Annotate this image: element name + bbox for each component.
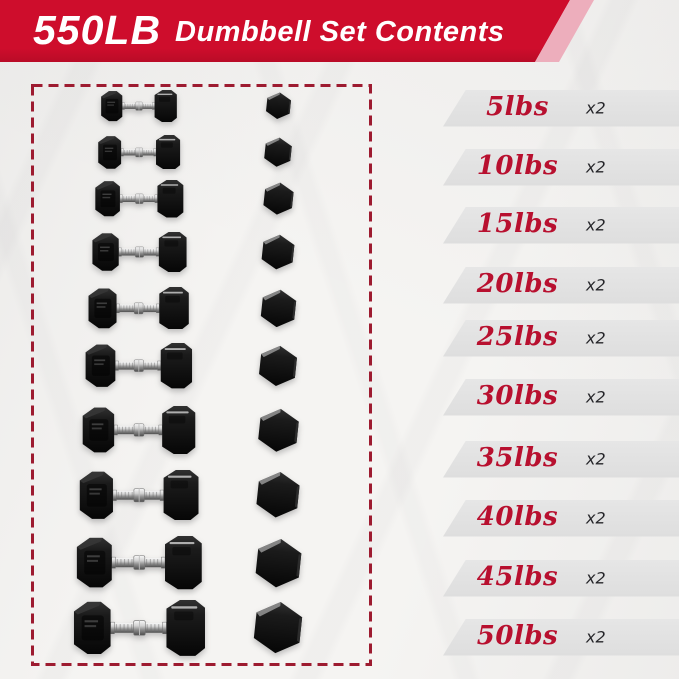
- weight-qty: x2: [586, 449, 606, 469]
- weight-label: 40lbs: [476, 501, 559, 532]
- hexagon-end-icon: [253, 602, 303, 654]
- hexagon-end-icon: [255, 538, 301, 588]
- weight-row-banner: [443, 499, 679, 537]
- weight-qty: x2: [586, 328, 606, 348]
- hexagon-end-icon: [257, 408, 299, 452]
- header-banner: 550LB Dumbbell Set Contents: [0, 0, 679, 62]
- hexagon-end-icon: [260, 289, 296, 327]
- weight-row: 15lbs x2: [0, 206, 679, 244]
- weight-row: 30lbs x2: [0, 378, 679, 416]
- weight-qty: x2: [586, 98, 606, 118]
- weight-row: 25lbs x2: [0, 319, 679, 357]
- dumbbell-side-icon: [94, 180, 183, 218]
- weight-qty: x2: [586, 387, 606, 407]
- dumbbell-side-icon: [82, 405, 196, 454]
- weight-row-banner: [443, 148, 679, 186]
- weight-row: 45lbs x2: [0, 559, 679, 597]
- dumbbell-side-icon: [79, 469, 199, 521]
- weight-label: 25lbs: [476, 321, 559, 352]
- weight-label: 5lbs: [486, 91, 549, 122]
- weight-label: 45lbs: [476, 561, 559, 592]
- weight-row-banner: [443, 559, 679, 597]
- dumbbell-side-icon: [91, 231, 187, 273]
- weight-row: 20lbs x2: [0, 266, 679, 304]
- weight-label: 30lbs: [476, 380, 559, 411]
- dumbbell-side-icon: [101, 89, 177, 123]
- weight-row-banner: [443, 319, 679, 357]
- weight-row: 50lbs x2: [0, 618, 679, 656]
- total-weight-label: 550LB: [33, 7, 162, 53]
- weight-label: 35lbs: [476, 442, 559, 473]
- weight-row-banner: [443, 206, 679, 244]
- weight-row: 40lbs x2: [0, 499, 679, 537]
- weight-row: 10lbs x2: [0, 148, 679, 186]
- weight-label: 50lbs: [476, 620, 559, 651]
- hexagon-end-icon: [265, 92, 291, 120]
- hexagon-end-icon: [262, 183, 294, 215]
- hexagon-end-icon: [259, 345, 297, 387]
- dumbbell-side-icon: [73, 600, 205, 656]
- weight-qty: x2: [586, 568, 606, 588]
- hexagon-end-icon: [256, 472, 300, 518]
- header-title: Dumbbell Set Contents: [175, 16, 505, 48]
- dumbbell-side-icon: [98, 134, 180, 170]
- weight-label: 20lbs: [476, 268, 559, 299]
- weight-qty: x2: [586, 157, 606, 177]
- weight-row: 5lbs x2: [0, 89, 679, 127]
- weight-row-banner: [443, 440, 679, 478]
- hexagon-end-icon: [264, 137, 292, 167]
- weight-row-banner: [443, 618, 679, 656]
- weight-qty: x2: [586, 215, 606, 235]
- dumbbell-side-icon: [76, 536, 202, 590]
- weight-qty: x2: [586, 627, 606, 647]
- weight-row-banner: [443, 89, 679, 127]
- hexagon-end-icon: [261, 234, 295, 270]
- header-red-ribbon: [0, 0, 570, 62]
- dumbbell-side-icon: [88, 286, 190, 330]
- weight-label: 10lbs: [476, 150, 559, 181]
- weight-label: 15lbs: [476, 208, 559, 239]
- dumbbell-side-icon: [85, 343, 193, 389]
- weight-row-banner: [443, 266, 679, 304]
- weight-qty: x2: [586, 275, 606, 295]
- weight-row-banner: [443, 378, 679, 416]
- weight-row: 35lbs x2: [0, 440, 679, 478]
- weight-qty: x2: [586, 508, 606, 528]
